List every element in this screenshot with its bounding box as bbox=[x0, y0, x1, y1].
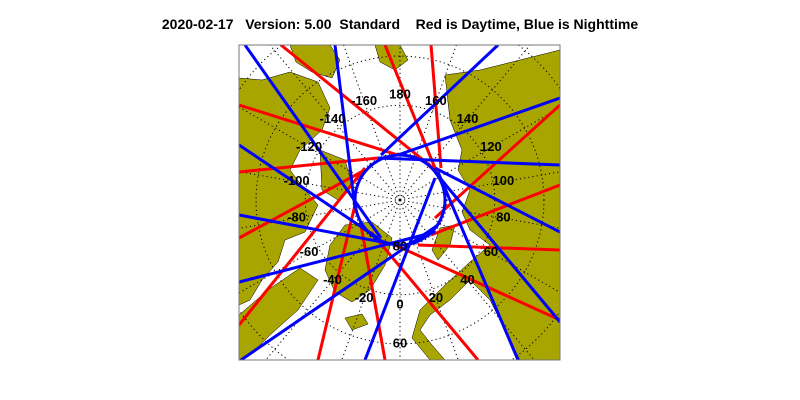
land-eurasia bbox=[411, 49, 560, 360]
longitude-label: 0 bbox=[396, 296, 403, 311]
longitude-label: -140 bbox=[319, 111, 345, 126]
nighttime-track bbox=[434, 166, 560, 234]
map-frame bbox=[238, 44, 561, 361]
longitude-label: 180 bbox=[389, 86, 411, 101]
longitude-label: 100 bbox=[493, 173, 515, 188]
land-masses bbox=[239, 45, 560, 360]
version-label: Version: 5.00 bbox=[245, 16, 332, 32]
grid-labels: 180 -160 -140 -120 -100 -80 -60 -40 -20 0 20 40 60 80… bbox=[284, 86, 515, 350]
daytime-track bbox=[394, 243, 560, 322]
nighttime-track bbox=[239, 230, 436, 284]
daytime-track bbox=[359, 224, 387, 360]
legend-text: Red is Daytime, Blue is Nighttime bbox=[415, 16, 639, 32]
nighttime-track bbox=[379, 45, 500, 157]
longitude-label: 20 bbox=[429, 290, 443, 305]
meridian-line bbox=[399, 171, 560, 201]
latitude-label: 80 bbox=[393, 238, 407, 253]
nighttime-track bbox=[333, 45, 357, 209]
latitude-label: 60 bbox=[393, 335, 407, 350]
longitude-label: -60 bbox=[300, 244, 319, 259]
meridian-line bbox=[399, 199, 459, 360]
north-pole-marker bbox=[398, 198, 402, 202]
nighttime-track bbox=[397, 96, 560, 157]
mode-label: Standard bbox=[339, 16, 401, 32]
nighttime-track bbox=[243, 45, 383, 239]
longitude-label: 120 bbox=[480, 139, 502, 154]
longitude-label: 140 bbox=[457, 111, 479, 126]
longitude-label: 60 bbox=[484, 244, 498, 259]
daytime-track bbox=[417, 243, 560, 252]
daytime-track bbox=[429, 45, 443, 169]
daytime-track bbox=[239, 168, 366, 240]
meridian-line bbox=[399, 199, 560, 229]
nighttime-track bbox=[239, 143, 379, 240]
daytime-track bbox=[369, 231, 480, 360]
daytime-track bbox=[239, 167, 367, 326]
land-alaska-west bbox=[289, 45, 341, 79]
longitude-label: 40 bbox=[460, 272, 474, 287]
longitude-label: -80 bbox=[287, 210, 306, 225]
longitude-label: 80 bbox=[496, 210, 510, 225]
longitude-label: -40 bbox=[323, 272, 342, 287]
meridian-line bbox=[239, 199, 401, 294]
longitude-label: -120 bbox=[296, 139, 322, 154]
nighttime-track bbox=[436, 171, 520, 360]
nighttime-track bbox=[240, 223, 439, 360]
longitude-label: -20 bbox=[355, 290, 374, 305]
meridian-line bbox=[239, 106, 401, 201]
daytime-track bbox=[316, 204, 357, 360]
satellite-tracks bbox=[239, 45, 560, 360]
nighttime-track bbox=[239, 213, 399, 247]
plot-title: 2020-02-17 Version: 5.00 Standard Red is… bbox=[0, 16, 800, 32]
meridian-line bbox=[399, 45, 531, 201]
daytime-track bbox=[383, 45, 437, 169]
nighttime-track bbox=[363, 177, 437, 360]
latitude-circle bbox=[255, 55, 545, 345]
date-label: 2020-02-17 bbox=[161, 16, 234, 32]
daytime-track bbox=[239, 103, 399, 157]
meridian-line bbox=[269, 45, 401, 201]
nighttime-track bbox=[377, 156, 560, 167]
daytime-track bbox=[239, 156, 379, 174]
nighttime-track bbox=[433, 171, 560, 323]
longitude-label: -100 bbox=[284, 173, 310, 188]
longitude-label: -160 bbox=[351, 93, 377, 108]
longitude-label: 160 bbox=[425, 93, 447, 108]
daytime-track bbox=[430, 183, 560, 237]
land-iceland bbox=[344, 313, 369, 331]
